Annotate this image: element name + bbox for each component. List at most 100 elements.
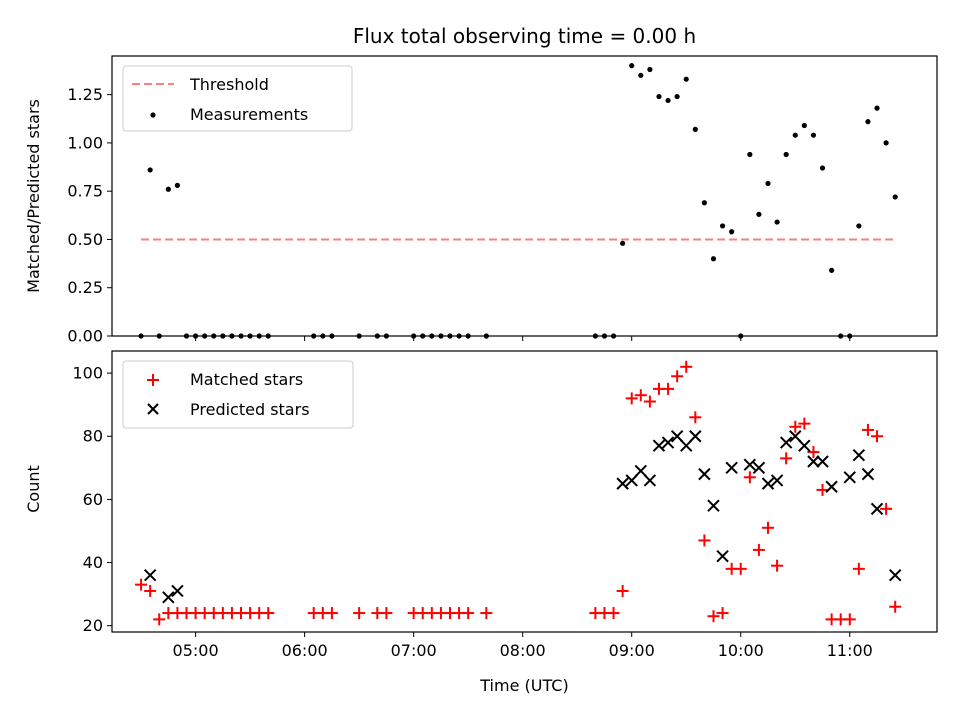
predicted-star-point — [171, 584, 184, 598]
measurement-point — [774, 219, 780, 225]
bottom-x-axis-label: Time (UTC) — [479, 676, 568, 695]
matched-star-point — [662, 382, 675, 395]
measurement-point — [829, 267, 835, 273]
predicted-star-point — [625, 474, 638, 487]
measurement-point — [683, 76, 689, 82]
measurement-point — [747, 151, 753, 158]
measurement-point — [783, 151, 789, 158]
matched-star-point — [861, 423, 874, 436]
measurement-point — [710, 256, 717, 262]
measurement-point — [810, 132, 817, 138]
measurement-point — [792, 132, 798, 138]
bottom-y-tick-label: 40 — [83, 553, 103, 572]
matched-star-point — [616, 584, 629, 597]
matched-star-point — [353, 607, 366, 620]
predicted-star-point — [825, 480, 838, 493]
measurement-point — [819, 165, 826, 171]
predicted-star-point — [743, 458, 757, 471]
legend-matched-label: Matched stars — [190, 370, 303, 389]
predicted-star-point — [789, 430, 802, 443]
measurement-point — [729, 229, 735, 235]
predicted-star-point — [816, 455, 829, 468]
top-axes-frame — [111, 55, 938, 337]
measurement-point — [801, 122, 807, 129]
measurement-point — [647, 66, 653, 73]
predicted-star-point — [861, 467, 875, 481]
matched-star-point — [634, 389, 647, 402]
matched-star-point — [880, 502, 893, 515]
measurement-point — [638, 72, 644, 78]
matched-star-point — [716, 607, 729, 620]
matched-star-point — [807, 446, 820, 459]
predicted-star-point — [162, 591, 175, 604]
bottom-x-tick-label: 06:00 — [282, 641, 328, 660]
predicted-star-point — [779, 436, 793, 449]
matched-star-point — [671, 370, 684, 383]
bottom-legend-box — [122, 360, 354, 429]
matched-star-point — [153, 613, 166, 626]
measurement-point — [656, 93, 662, 100]
matched-star-point — [771, 559, 784, 572]
matched-star-point — [762, 521, 775, 534]
matched-star-point — [607, 607, 620, 620]
predicted-star-point — [752, 461, 766, 475]
measurement-point — [756, 211, 762, 217]
bottom-x-tick-label: 07:00 — [391, 641, 437, 660]
predicted-star-point — [143, 568, 157, 582]
bottom-x-tick-label: 09:00 — [609, 641, 655, 660]
matched-star-point — [852, 562, 865, 575]
measurement-point — [883, 140, 889, 146]
top-y-tick-label: 0.75 — [67, 182, 103, 201]
bottom-x-tick-label: 08:00 — [500, 641, 546, 660]
bottom-legend: Matched stars Predicted stars — [122, 360, 354, 429]
top-y-axis-label: Matched/Predicted stars — [24, 99, 43, 293]
matched-star-point — [380, 607, 393, 620]
top-chart-title: Flux total observing time = 0.00 h — [353, 24, 696, 48]
measurement-point — [174, 182, 181, 188]
bottom-plot-area — [135, 360, 902, 626]
top-panel: Flux total observing time = 0.00 h Match… — [24, 24, 938, 346]
matched-star-point — [680, 360, 693, 373]
bottom-x-tick-label: 11:00 — [827, 641, 873, 660]
predicted-star-point — [725, 461, 738, 475]
bottom-axes-frame — [111, 350, 938, 633]
matched-star-point — [780, 452, 793, 465]
matched-star-point — [480, 607, 493, 620]
matched-star-point — [462, 607, 475, 620]
predicted-star-point — [616, 477, 629, 490]
bottom-y-axis-label: Count — [24, 465, 43, 513]
legend-measurements-swatch — [150, 112, 156, 118]
predicted-star-point — [761, 477, 775, 490]
matched-star-point — [325, 607, 338, 620]
measurement-point — [719, 223, 726, 229]
matched-star-point — [789, 420, 802, 433]
matched-star-point — [707, 610, 720, 623]
measurement-point — [692, 126, 698, 132]
matched-star-point — [625, 392, 638, 405]
bottom-y-tick-label: 20 — [83, 616, 103, 635]
top-y-tick-label: 0.50 — [67, 230, 103, 249]
matched-star-point — [743, 471, 756, 484]
predicted-star-point — [770, 474, 784, 487]
matched-star-point — [135, 578, 148, 591]
legend-predicted-label: Predicted stars — [190, 400, 310, 419]
matched-star-point — [871, 430, 884, 443]
bottom-x-ticks: 05:00 06:00 07:00 08:00 09:00 10:00 11:00 — [173, 632, 873, 660]
bottom-x-tick-label: 10:00 — [718, 641, 764, 660]
top-y-ticks: 0.00 0.25 0.50 0.75 1.00 1.25 — [67, 85, 112, 346]
measurement-point — [165, 186, 171, 192]
measurement-point — [865, 119, 871, 125]
matched-star-point — [752, 543, 765, 556]
matched-star-point — [843, 613, 856, 626]
measurement-point — [665, 97, 671, 104]
predicted-star-point — [716, 550, 729, 563]
predicted-star-point — [661, 436, 675, 449]
predicted-star-point — [888, 568, 902, 582]
measurement-point — [147, 167, 153, 173]
legend-measurements-label: Measurements — [190, 105, 308, 124]
top-legend: Threshold Measurements — [122, 65, 353, 132]
measurement-point — [874, 105, 880, 111]
bottom-y-tick-label: 80 — [83, 427, 103, 446]
measurement-point — [892, 194, 898, 200]
predicted-star-point — [798, 439, 811, 452]
